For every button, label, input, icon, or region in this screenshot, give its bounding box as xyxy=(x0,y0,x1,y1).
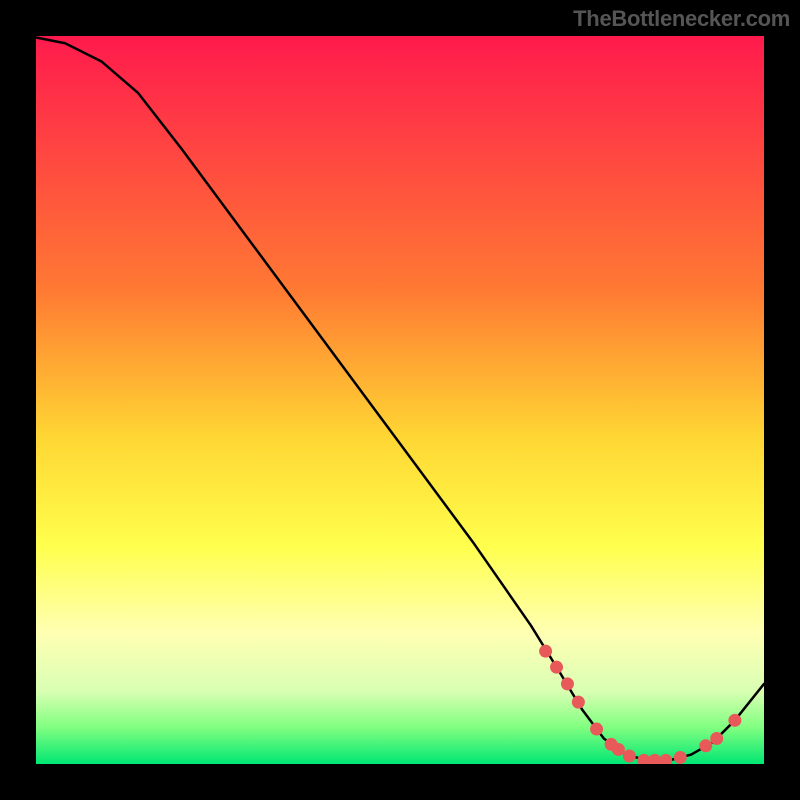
data-marker xyxy=(659,754,672,764)
plot-area xyxy=(36,36,764,764)
curve-layer xyxy=(36,36,764,764)
bottleneck-curve xyxy=(36,37,764,760)
chart-container: TheBottlenecker.com xyxy=(0,0,800,800)
data-marker xyxy=(590,723,603,736)
watermark-text: TheBottlenecker.com xyxy=(573,6,790,32)
data-marker xyxy=(572,696,585,709)
data-marker xyxy=(648,754,661,764)
data-marker xyxy=(637,754,650,764)
data-marker xyxy=(710,732,723,745)
data-marker xyxy=(623,749,636,762)
data-marker xyxy=(699,739,712,752)
data-marker xyxy=(728,714,741,727)
data-marker xyxy=(674,751,687,764)
marker-group xyxy=(539,645,741,764)
data-marker xyxy=(612,743,625,756)
data-marker xyxy=(539,645,552,658)
data-marker xyxy=(561,677,574,690)
data-marker xyxy=(550,661,563,674)
